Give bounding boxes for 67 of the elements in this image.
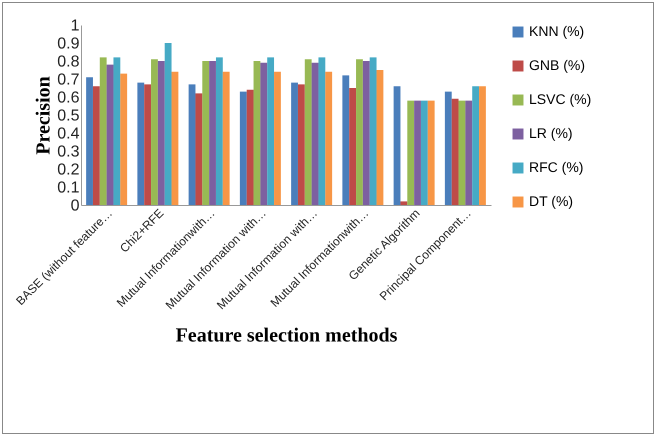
bar: [420, 100, 428, 205]
y-tick-label: 0.4: [57, 126, 80, 142]
bar: [144, 84, 152, 205]
legend-label: DT (%): [529, 193, 574, 209]
bar: [172, 72, 178, 205]
y-tick-label: 0.6: [57, 90, 80, 106]
y-tick-label: 0.1: [57, 180, 80, 196]
bar: [312, 62, 318, 205]
bar: [465, 100, 472, 205]
bar: [164, 43, 172, 205]
bar: [137, 82, 144, 205]
y-tick-label: 0.2: [57, 162, 80, 178]
bar: [414, 100, 421, 205]
bar: [92, 86, 100, 205]
bar: [222, 72, 230, 205]
y-tick-label: 0.8: [57, 54, 80, 70]
bar: [370, 57, 377, 205]
bar: [428, 100, 435, 205]
bar: [188, 84, 196, 205]
bar: [260, 62, 268, 205]
bar: [394, 86, 400, 205]
bar: [325, 72, 332, 205]
bar: [298, 84, 305, 205]
y-tick-label: 0.7: [57, 72, 80, 88]
bar: [100, 57, 107, 205]
bar: [458, 100, 466, 205]
bar: [202, 61, 210, 205]
y-tick-label: 1: [70, 18, 80, 34]
legend-label: KNN (%): [529, 23, 584, 39]
y-tick-label: 0.5: [57, 108, 80, 124]
bar: [240, 92, 247, 205]
bar: [376, 70, 384, 205]
bar: [209, 61, 216, 205]
bar: [304, 59, 312, 205]
y-tick-label: 0: [70, 198, 80, 214]
bar: [216, 57, 223, 205]
bar: [158, 61, 165, 205]
bar: [246, 90, 254, 205]
bar: [267, 57, 274, 205]
legend-label: LR (%): [529, 125, 573, 141]
bar: [106, 64, 114, 205]
bar: [407, 100, 414, 205]
bar: [195, 93, 202, 205]
bar: [151, 59, 158, 205]
bar: [120, 74, 128, 205]
bar: [254, 61, 260, 205]
bar: [291, 82, 298, 205]
x-axis-title: Feature selection methods: [176, 324, 398, 346]
bar: [342, 75, 350, 205]
bar: [349, 88, 356, 205]
bar: [113, 57, 120, 205]
legend-label: RFC (%): [529, 159, 584, 175]
bar: [356, 59, 363, 205]
legend-label: GNB (%): [529, 57, 585, 73]
y-axis-title: Precision: [32, 76, 54, 155]
bar: [400, 201, 408, 205]
legend-label: LSVC (%): [529, 91, 592, 107]
bar: [86, 77, 93, 205]
bar: [444, 92, 452, 205]
y-tick-label: 0.3: [57, 144, 80, 160]
bar: [318, 57, 326, 205]
y-tick-label: 0.9: [57, 36, 80, 52]
bar: [479, 86, 486, 205]
bar: [274, 72, 281, 205]
bar: [452, 98, 459, 205]
bar: [362, 61, 370, 205]
bar: [472, 86, 480, 205]
